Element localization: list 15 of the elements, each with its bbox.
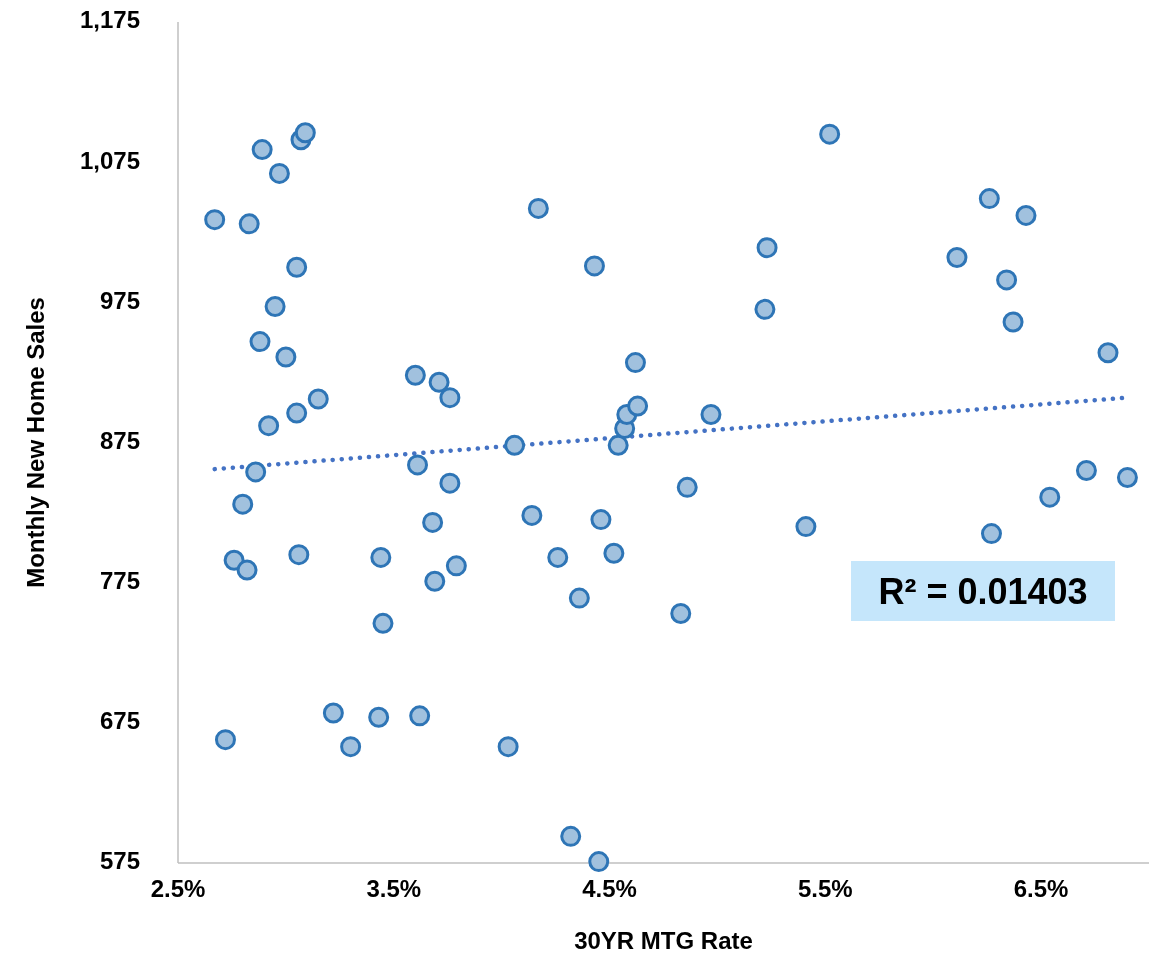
y-tick-label: 1,175 xyxy=(79,6,140,34)
x-tick-label: 4.5% xyxy=(582,875,637,902)
y-tick-label: 575 xyxy=(99,847,140,875)
y-tick-label: 675 xyxy=(99,707,140,735)
y-tick-label: 875 xyxy=(99,426,140,454)
y-tick-label: 975 xyxy=(99,286,140,314)
x-axis-title: 30YR MTG Rate xyxy=(574,927,753,954)
x-tick-label: 2.5% xyxy=(150,875,206,902)
x-tick-label: 5.5% xyxy=(797,875,853,902)
y-axis-title: Monthly New Home Sales xyxy=(22,297,49,588)
x-tick-label: 3.5% xyxy=(366,875,422,902)
x-tick-label: 6.5% xyxy=(1013,875,1069,902)
annotation: R² = 0.01403 xyxy=(878,570,1088,612)
y-tick-label: 1,075 xyxy=(79,146,140,174)
y-tick-label: 775 xyxy=(99,567,140,595)
